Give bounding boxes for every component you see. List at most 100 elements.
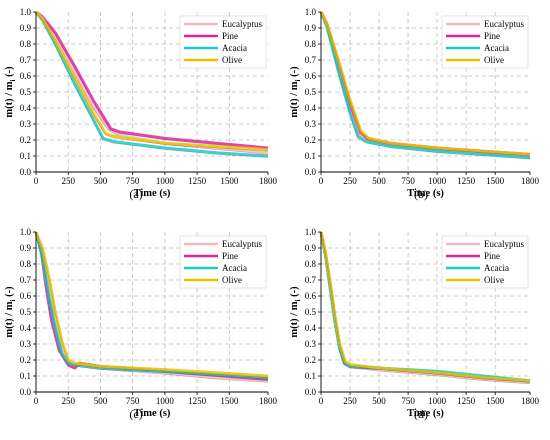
y-axis-label: m(t) / mi (-) [289, 66, 302, 118]
y-axis-label-main: m(t) / m [4, 81, 15, 117]
x-tick-label: 250 [343, 396, 357, 406]
y-axis-label-sub: i [294, 299, 302, 301]
y-tick-label: 0.5 [305, 307, 317, 317]
x-tick-label: 250 [61, 396, 75, 406]
y-tick-label: 0.0 [305, 387, 317, 397]
y-tick-label: 0.4 [305, 323, 317, 333]
x-tick-label: 1000 [428, 176, 447, 186]
y-tick-label: 0.1 [305, 371, 316, 381]
y-tick-label: 0.3 [305, 119, 317, 129]
x-tick-label: 1250 [188, 176, 207, 186]
panel-label: (a) [129, 187, 142, 201]
legend-label-acacia: Acacia [222, 43, 247, 53]
x-axis-label: Time (s) [134, 408, 171, 419]
legend-label-olive: Olive [484, 275, 504, 285]
series-line-olive [319, 11, 531, 156]
x-tick-label: 1800 [521, 396, 540, 406]
x-tick-label: 750 [126, 176, 140, 186]
x-tick-label: 750 [401, 396, 415, 406]
x-tick-label: 1250 [457, 176, 476, 186]
chart-panel-c: 0.0 0.1 0.2 0.3 0.4 0.5 0.6 0.7 0.8 0.9 1.0 0 250 500… [4, 227, 278, 421]
legend-label-eucalyptus: Eucalyptus [484, 239, 524, 249]
series-line-acacia [34, 231, 269, 380]
y-tick-label: 0.3 [20, 339, 32, 349]
series-replicate-acacia [35, 233, 269, 380]
y-axis-label-main: m(t) / m [289, 81, 300, 117]
x-tick-label: 1500 [220, 396, 239, 406]
y-tick-label: 0.5 [20, 307, 32, 317]
x-tick-label: 1500 [486, 176, 505, 186]
y-tick-label: 0.8 [305, 259, 317, 269]
x-tick-label: 250 [61, 176, 75, 186]
y-axis-label-tail: (-) [4, 66, 15, 80]
y-tick-label: 0.7 [305, 275, 317, 285]
series-replicate-acacia [35, 13, 269, 158]
y-tick-label: 0.4 [20, 103, 32, 113]
series-line-olive [319, 231, 531, 383]
x-tick-label: 1500 [220, 176, 239, 186]
panel-label: (b) [414, 187, 428, 201]
x-tick-label: 1000 [428, 396, 447, 406]
y-axis-label-sub: i [294, 79, 302, 81]
x-tick-label: 1800 [259, 396, 278, 406]
y-axis-label-sub: i [9, 299, 17, 301]
y-tick-label: 1.0 [305, 227, 317, 237]
y-tick-label: 0.7 [20, 55, 32, 65]
panel-label: (d) [414, 407, 428, 421]
legend-label-acacia: Acacia [484, 43, 509, 53]
x-tick-label: 500 [94, 396, 108, 406]
y-tick-label: 1.0 [20, 7, 32, 17]
y-tick-label: 0.2 [20, 355, 31, 365]
series-replicate-pine [35, 13, 269, 150]
x-tick-label: 1000 [156, 176, 175, 186]
y-tick-label: 0.2 [20, 135, 31, 145]
y-tick-label: 1.0 [20, 227, 32, 237]
panel-label: (c) [129, 407, 142, 421]
chart-panel-a: 0.0 0.1 0.2 0.3 0.4 0.5 0.6 0.7 0.8 0.9 1.0 0 250 500… [4, 7, 278, 201]
x-tick-label: 1800 [521, 176, 540, 186]
series-replicate-olive [320, 233, 531, 383]
y-tick-label: 0.1 [20, 371, 31, 381]
x-axis-label: Time (s) [407, 188, 444, 199]
legend-label-pine: Pine [222, 31, 238, 41]
y-tick-label: 0.8 [20, 39, 32, 49]
y-tick-label: 0.5 [305, 87, 317, 97]
x-tick-label: 750 [126, 396, 140, 406]
y-tick-label: 0.7 [20, 275, 32, 285]
y-axis-label: m(t) / mi (-) [4, 286, 17, 338]
x-tick-label: 250 [343, 176, 357, 186]
x-tick-label: 750 [401, 176, 415, 186]
y-axis-label-main: m(t) / m [289, 301, 300, 337]
y-tick-label: 0.6 [20, 291, 32, 301]
x-tick-label: 1250 [188, 396, 207, 406]
y-tick-label: 0.8 [305, 39, 317, 49]
y-tick-label: 0.0 [305, 167, 317, 177]
y-axis-label-main: m(t) / m [4, 301, 15, 337]
x-axis-label: Time (s) [407, 408, 444, 419]
y-tick-label: 0.0 [20, 387, 32, 397]
y-tick-label: 1.0 [305, 7, 317, 17]
series-replicate-olive [320, 13, 531, 157]
y-tick-label: 0.1 [305, 151, 316, 161]
y-tick-label: 0.0 [20, 167, 32, 177]
chart-panel-b: 0.0 0.1 0.2 0.3 0.4 0.5 0.6 0.7 0.8 0.9 1.0 0 250 500… [289, 7, 540, 201]
legend-label-acacia: Acacia [484, 263, 509, 273]
y-tick-label: 0.9 [20, 23, 32, 33]
series-replicate-acacia [320, 13, 531, 160]
y-axis-label-tail: (-) [4, 286, 15, 300]
chart-panel-d: 0.0 0.1 0.2 0.3 0.4 0.5 0.6 0.7 0.8 0.9 1.0 0 250 500… [289, 227, 540, 421]
series-replicate-olive [35, 13, 269, 152]
y-tick-label: 0.2 [305, 355, 316, 365]
y-tick-label: 0.9 [305, 23, 317, 33]
series-line-olive [34, 231, 269, 378]
x-tick-label: 500 [372, 176, 386, 186]
legend-label-olive: Olive [222, 275, 242, 285]
y-tick-label: 0.3 [305, 339, 317, 349]
y-axis-label-tail: (-) [289, 286, 300, 300]
y-axis-label-tail: (-) [289, 66, 300, 80]
y-tick-label: 0.9 [20, 243, 32, 253]
legend-label-olive: Olive [484, 55, 504, 65]
x-tick-label: 500 [94, 176, 108, 186]
x-tick-label: 0 [319, 396, 324, 406]
x-tick-label: 1250 [457, 396, 476, 406]
